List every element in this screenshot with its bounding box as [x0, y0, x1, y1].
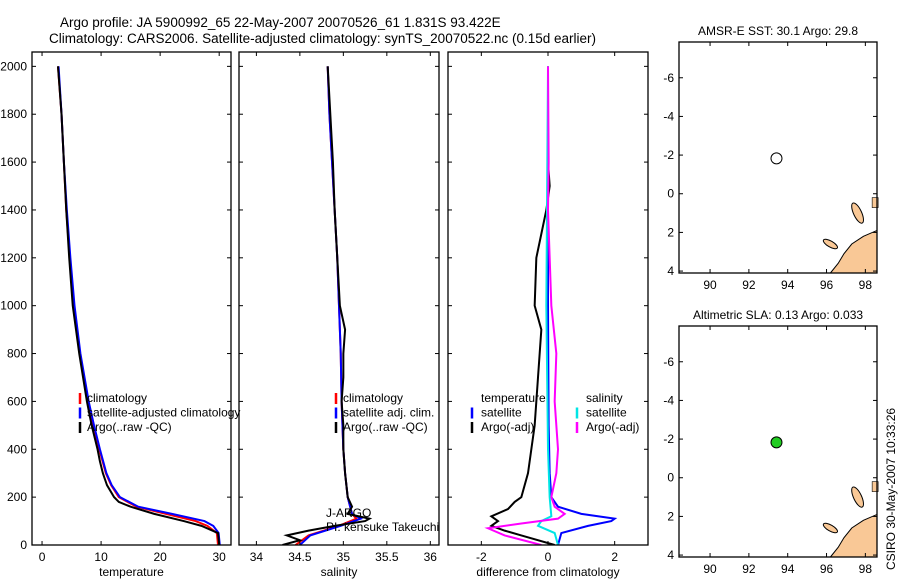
legend-header: salinity — [586, 391, 623, 405]
nias-island — [851, 202, 864, 224]
sst-map-x-tick-label: 94 — [781, 278, 795, 292]
sla-map-axes-box — [678, 325, 878, 558]
temperature-series-satellite-adjusted-climatology — [57, 66, 221, 545]
temperature-series-argo-raw-qc- — [56, 66, 221, 545]
sla-map-title: Altimetric SLA: 0.13 Argo: 0.033 — [693, 308, 863, 322]
temperature-x-tick-label: 20 — [153, 550, 167, 564]
temperature-y-tick-label: 200 — [7, 490, 27, 504]
temperature-panel: 0 10 20 30 0 200 400 600 800 1000 1200 1400 1600 1800… — [0, 51, 240, 579]
sla-map-y-tick-label: -4 — [663, 393, 674, 407]
sst-map-y-tick-label: -2 — [663, 148, 674, 162]
difference-series-temperature-argo-adj- — [489, 66, 555, 545]
argo-float-marker — [770, 152, 783, 165]
difference-series-temperature-satellite — [547, 66, 618, 545]
temperature-y-tick-label: 2000 — [0, 59, 27, 73]
legend-label: satellite adj. clim. — [343, 406, 434, 420]
temperature-axes-box — [31, 51, 232, 546]
legend-label: Argo(..raw -QC) — [343, 420, 428, 434]
argo-float-marker — [770, 436, 783, 449]
sla-map-x-tick-label: 94 — [781, 562, 795, 576]
pi-annotation: J-ARGO — [326, 506, 371, 520]
sla-map-x-tick-label: 98 — [859, 562, 873, 576]
temperature-y-tick-label: 1600 — [0, 155, 27, 169]
pi-annotation: PI: kensuke Takeuchi — [326, 520, 439, 534]
temperature-x-tick-label: 30 — [213, 550, 227, 564]
salinity-xlabel: salinity — [321, 565, 358, 579]
difference-xlabel: difference from climatology — [476, 565, 619, 579]
temperature-y-tick-label: 1400 — [0, 203, 27, 217]
sst-map-x-tick-label: 92 — [742, 278, 756, 292]
salinity-series-satellite-adj-clim- — [299, 66, 364, 545]
title-line-1: Argo profile: JA 5900992_65 22-May-2007 … — [60, 15, 501, 30]
sst-map-y-tick-label: 0 — [667, 187, 674, 201]
sst-map-y-tick-label: 2 — [667, 225, 674, 239]
legend-label: climatology — [343, 391, 403, 405]
temperature-y-tick-label: 0 — [20, 538, 27, 552]
sla-map-x-tick-label: 90 — [703, 562, 717, 576]
sla-map-x-tick-label: 96 — [820, 562, 834, 576]
legend-label: Argo(-adj) — [481, 420, 534, 434]
sumatra-land — [829, 513, 878, 558]
temperature-x-tick-label: 10 — [94, 550, 108, 564]
sst-map-x-tick-label: 98 — [859, 278, 873, 292]
salinity-x-tick-label: 36 — [424, 550, 438, 564]
salinity-x-tick-label: 35.5 — [375, 550, 399, 564]
temperature-series-climatology — [56, 66, 220, 545]
sst-map-y-tick-label: 4 — [667, 264, 674, 278]
csiro-timestamp: CSIRO 30-May-2007 10:33:26 — [884, 408, 898, 570]
sst-map-panel: 90 92 94 96 98 4 2 0 -2 -4 -6 AMSR-E SST: 30.1 Argo… — [663, 24, 879, 292]
temperature-y-tick-label: 800 — [7, 347, 27, 361]
sst-map-y-tick-label: -6 — [663, 71, 674, 85]
difference-series-salinity-argo-adj- — [484, 66, 567, 545]
temperature-x-tick-label: 0 — [39, 550, 46, 564]
salinity-x-tick-label: 34 — [250, 550, 264, 564]
temperature-y-tick-label: 1800 — [0, 107, 27, 121]
salinity-series-argo-raw-qc- — [282, 66, 373, 545]
salinity-axes-box — [238, 51, 440, 546]
difference-series-salinity-satellite — [536, 66, 559, 545]
sst-map-x-tick-label: 96 — [820, 278, 834, 292]
sla-map-y-tick-label: 2 — [667, 509, 674, 523]
sla-map-y-tick-label: 0 — [667, 471, 674, 485]
legend-label: climatology — [87, 391, 147, 405]
temperature-y-tick-label: 400 — [7, 442, 27, 456]
salinity-series-climatology — [294, 66, 359, 545]
salinity-x-tick-label: 34.5 — [288, 550, 312, 564]
sst-map-title: AMSR-E SST: 30.1 Argo: 29.8 — [698, 24, 858, 38]
legend-label: satellite — [586, 406, 627, 420]
batu-islands — [871, 197, 879, 208]
sla-map-y-tick-label: 4 — [667, 548, 674, 562]
temperature-xlabel: temperature — [99, 565, 164, 579]
legend-label: Argo(-adj) — [586, 420, 639, 434]
sst-map-y-tick-label: -4 — [663, 109, 674, 123]
difference-x-tick-label: 2 — [611, 550, 618, 564]
temperature-y-tick-label: 1000 — [0, 299, 27, 313]
legend-label: satellite-adjusted climatology — [87, 406, 240, 420]
legend-label: Argo(..raw -QC) — [87, 420, 172, 434]
sst-map-axes-box — [678, 41, 878, 274]
sst-map-x-tick-label: 90 — [703, 278, 717, 292]
simeulue-island — [822, 522, 839, 534]
salinity-x-tick-label: 35 — [337, 550, 351, 564]
sla-map-panel: 90 92 94 96 98 4 2 0 -2 -4 -6 Altimetric SLA: 0.13 … — [663, 308, 879, 576]
batu-islands — [871, 481, 879, 492]
difference-x-tick-label: -2 — [476, 550, 487, 564]
nias-island — [851, 486, 864, 508]
legend-label: satellite — [481, 406, 522, 420]
temperature-y-tick-label: 600 — [7, 394, 27, 408]
simeulue-island — [822, 238, 839, 250]
temperature-y-tick-label: 1200 — [0, 251, 27, 265]
salinity-panel: 34 34.5 35 35.5 36 salinity climatologysatelli… — [238, 51, 440, 579]
sla-map-x-tick-label: 92 — [742, 562, 756, 576]
legend-header: temperature — [481, 391, 546, 405]
title-line-2: Climatology: CARS2006. Satellite-adjuste… — [49, 31, 596, 46]
difference-x-tick-label: 0 — [545, 550, 552, 564]
sla-map-y-tick-label: -2 — [663, 432, 674, 446]
sla-map-y-tick-label: -6 — [663, 355, 674, 369]
